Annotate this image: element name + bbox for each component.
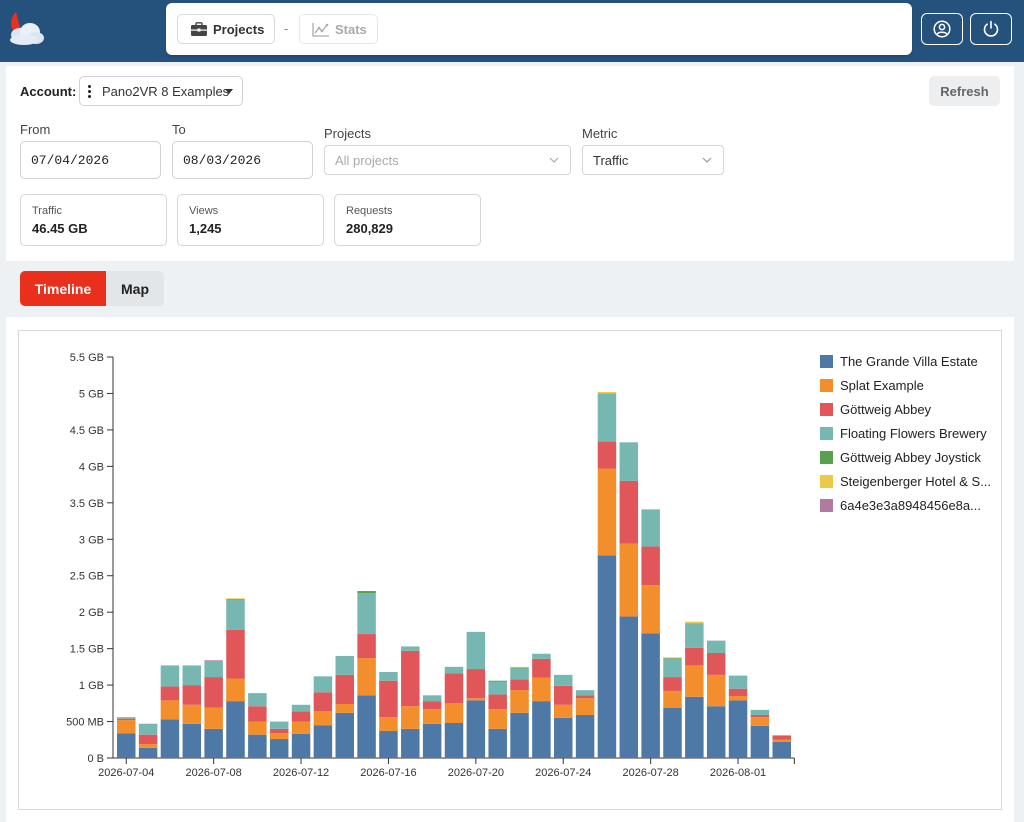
- stat-label: Requests: [346, 205, 393, 217]
- metric-select[interactable]: Traffic: [582, 145, 724, 175]
- legend-label: Göttweig Abbey Joystick: [840, 449, 981, 465]
- chevron-down-icon: [549, 157, 559, 163]
- from-date-input[interactable]: 07/04/2026: [20, 141, 161, 179]
- metric-label: Metric: [582, 126, 618, 141]
- legend-swatch: [820, 378, 833, 392]
- caret-down-icon: [225, 89, 233, 94]
- legend-swatch: [820, 426, 833, 440]
- from-label: From: [20, 122, 51, 137]
- legend-swatch: [820, 474, 833, 488]
- main-nav: Projects - Stats: [166, 3, 912, 55]
- account-button[interactable]: [921, 13, 963, 45]
- top-navigation-bar: Projects - Stats: [0, 0, 1024, 62]
- stats-nav-button[interactable]: Stats: [299, 14, 378, 44]
- to-date-input[interactable]: 08/03/2026: [172, 141, 313, 179]
- tab-timeline[interactable]: Timeline: [20, 271, 106, 306]
- stat-value: 46.45 GB: [32, 221, 88, 236]
- stat-card-requests: Requests 280,829: [334, 194, 481, 246]
- projects-label: Projects: [324, 126, 371, 141]
- stat-card-traffic: Traffic 46.45 GB: [20, 194, 167, 246]
- legend-swatch: [820, 354, 833, 368]
- projects-nav-button[interactable]: Projects: [177, 14, 276, 44]
- view-tabs: Timeline Map: [20, 271, 164, 306]
- user-icon: [933, 20, 951, 38]
- legend-item[interactable]: Splat Example: [820, 377, 924, 393]
- legend-item[interactable]: Steigenberger Hotel & S...: [820, 473, 991, 489]
- stats-nav-label: Stats: [335, 21, 367, 37]
- chevron-down-icon: [702, 157, 712, 163]
- stat-value: 1,245: [189, 221, 222, 236]
- account-label: Account:: [20, 84, 77, 99]
- legend-item[interactable]: 6a4e3e3a8948456e8a...: [820, 497, 981, 513]
- legend-swatch: [820, 498, 833, 512]
- stat-card-views: Views 1,245: [177, 194, 324, 246]
- line-chart-icon: [312, 22, 329, 37]
- to-label: To: [172, 122, 186, 137]
- tab-map[interactable]: Map: [106, 271, 164, 306]
- power-icon: [983, 20, 999, 37]
- legend-label: 6a4e3e3a8948456e8a...: [840, 497, 981, 513]
- refresh-button[interactable]: Refresh: [929, 76, 1000, 106]
- nav-separator: -: [284, 21, 289, 36]
- legend-label: Steigenberger Hotel & S...: [840, 473, 992, 489]
- legend-item[interactable]: Göttweig Abbey: [820, 401, 931, 417]
- legend-label: Göttweig Abbey: [840, 401, 932, 417]
- account-select[interactable]: Pano2VR 8 Examples: [79, 76, 243, 106]
- legend-swatch: [820, 402, 833, 416]
- legend-label: Splat Example: [840, 377, 924, 393]
- projects-select-placeholder: All projects: [335, 152, 399, 168]
- projects-select[interactable]: All projects: [324, 145, 571, 175]
- stat-label: Traffic: [32, 205, 62, 217]
- stat-label: Views: [189, 205, 219, 217]
- legend-label: The Grande Villa Estate: [840, 353, 978, 369]
- legend-item[interactable]: Floating Flowers Brewery: [820, 425, 987, 441]
- legend-swatch: [820, 450, 833, 464]
- chart-frame: [18, 330, 1002, 810]
- legend-item[interactable]: Göttweig Abbey Joystick: [820, 449, 981, 465]
- legend-item[interactable]: The Grande Villa Estate: [820, 353, 978, 369]
- stat-value: 280,829: [346, 221, 393, 236]
- briefcase-icon: [191, 21, 207, 36]
- cloud-logo-icon[interactable]: [6, 10, 46, 46]
- projects-nav-label: Projects: [213, 21, 265, 37]
- metric-select-value: Traffic: [593, 152, 629, 168]
- more-vertical-icon: [88, 84, 92, 98]
- account-select-value: Pano2VR 8 Examples: [102, 83, 230, 99]
- legend-label: Floating Flowers Brewery: [840, 425, 987, 441]
- logout-button[interactable]: [970, 13, 1012, 45]
- filters-panel: Account: Pano2VR 8 Examples Refresh From…: [6, 66, 1014, 261]
